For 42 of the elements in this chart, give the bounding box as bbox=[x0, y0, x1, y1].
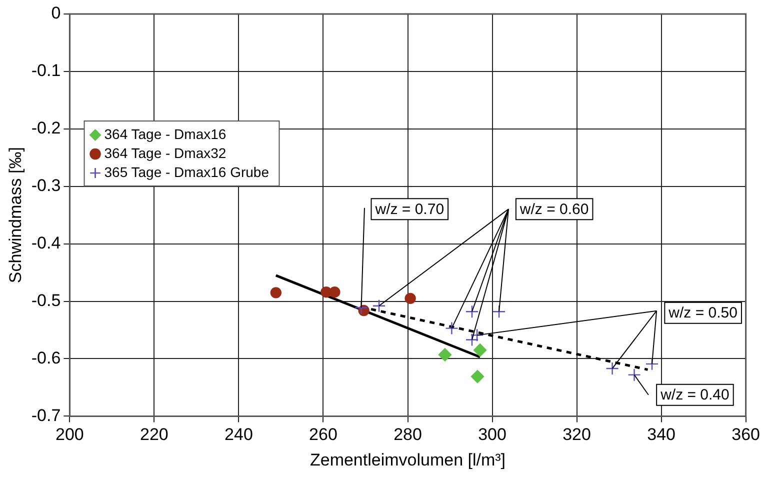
x-tick-label: 340 bbox=[647, 425, 676, 444]
point bbox=[470, 370, 484, 384]
legend-label: 365 Tage - Dmax16 Grube bbox=[104, 164, 270, 180]
x-axis-title: Zementleimvolumen [l/m³] bbox=[310, 450, 506, 470]
point bbox=[329, 286, 340, 298]
point bbox=[445, 322, 458, 335]
x-tick-label: 260 bbox=[309, 425, 338, 444]
annotation: w/z = 0.40 bbox=[660, 386, 730, 404]
y-tick-label: -0.1 bbox=[31, 61, 61, 80]
y-tick-label: -0.4 bbox=[31, 234, 61, 253]
point bbox=[606, 362, 619, 376]
y-tick-label: 0 bbox=[51, 4, 61, 23]
y-tick-label: -0.2 bbox=[31, 118, 61, 138]
legend-label: 364 Tage - Dmax32 bbox=[104, 144, 226, 161]
point bbox=[438, 348, 452, 362]
point bbox=[270, 287, 282, 298]
y-tick-label: -0.7 bbox=[31, 406, 61, 425]
point bbox=[465, 305, 479, 318]
x-tick-label: 300 bbox=[478, 425, 506, 444]
point bbox=[354, 301, 368, 314]
annotation: w/z = 0.50 bbox=[668, 304, 738, 322]
y-axis-title: Schwindmass [‰] bbox=[6, 147, 25, 284]
x-tick-label: 220 bbox=[140, 425, 168, 444]
x-tick-label: 280 bbox=[394, 425, 422, 444]
point bbox=[473, 344, 487, 357]
point bbox=[645, 357, 659, 371]
legend-label: 364 Tage - Dmax16 bbox=[104, 126, 226, 142]
point bbox=[465, 333, 479, 346]
point bbox=[404, 292, 416, 304]
y-tick-label: -0.5 bbox=[31, 290, 61, 310]
x-tick-label: 320 bbox=[562, 425, 591, 444]
point bbox=[492, 305, 506, 318]
point bbox=[372, 299, 386, 312]
point bbox=[470, 328, 484, 342]
y-tick-label: -0.6 bbox=[31, 348, 61, 368]
annotation: w/z = 0.70 bbox=[374, 200, 444, 218]
x-tick-label: 360 bbox=[732, 425, 760, 444]
x-tick-label: 240 bbox=[224, 425, 253, 444]
point bbox=[628, 368, 641, 382]
annotation: w/z = 0.60 bbox=[518, 200, 589, 218]
y-tick-label: -0.3 bbox=[31, 176, 61, 196]
x-tick-label: 200 bbox=[56, 425, 84, 444]
